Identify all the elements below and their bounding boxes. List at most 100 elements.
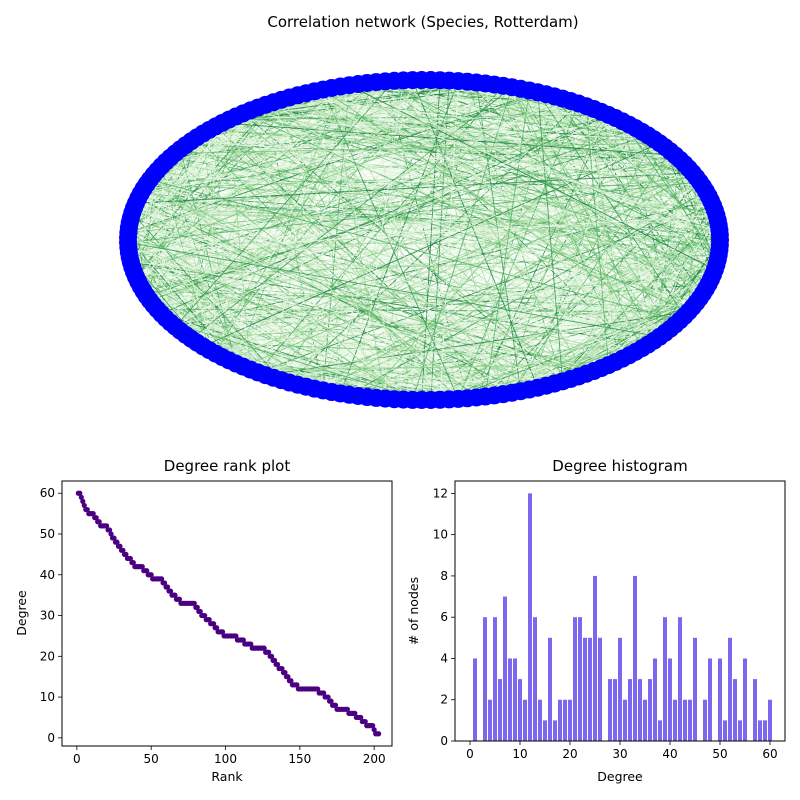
network-edge — [127, 119, 230, 248]
histogram-bar — [623, 699, 627, 741]
rank-plot-point — [117, 543, 123, 549]
network-edge — [520, 88, 655, 341]
network-edge — [412, 315, 685, 401]
histogram-bar — [598, 637, 602, 741]
network-edge — [511, 86, 671, 330]
rank-plot-xtick-label: 0 — [73, 752, 81, 766]
network-edge — [190, 86, 513, 340]
network-edge — [384, 81, 709, 285]
network-edge — [375, 81, 655, 342]
histogram-bar — [533, 617, 537, 741]
rank-plot-point — [93, 515, 99, 521]
network-edge — [484, 108, 595, 397]
network-edge — [128, 119, 230, 253]
network-edge — [384, 80, 395, 399]
histogram-bar — [763, 720, 767, 741]
network-edge — [130, 261, 715, 270]
network-edge — [221, 122, 404, 400]
rank-plot-point — [268, 653, 275, 659]
histogram-bar — [693, 637, 697, 741]
network-edge — [146, 86, 341, 297]
network-edge — [314, 376, 579, 390]
network-edge — [235, 116, 707, 192]
network-edge — [174, 80, 395, 327]
rank-plot-point — [274, 661, 281, 668]
histogram-bar — [673, 699, 677, 741]
rank-plot-point — [370, 723, 376, 729]
rank-plot-point — [80, 498, 86, 504]
network-edge — [314, 210, 716, 390]
network-edge — [170, 135, 649, 323]
histogram-bar — [543, 720, 547, 741]
rank-plot-point — [321, 690, 327, 696]
rank-plot-point — [161, 580, 168, 586]
network-edge — [305, 283, 709, 388]
network-edge — [228, 103, 579, 121]
histogram-bar — [683, 699, 687, 741]
rank-plot-series — [75, 490, 382, 737]
histogram-bar — [578, 617, 582, 741]
rank-plot-point — [139, 564, 145, 570]
network-edge — [185, 79, 423, 336]
histogram-ytick-label: 0 — [440, 734, 448, 748]
network-edge — [185, 306, 693, 336]
network-title: Correlation network (Species, Rotterdam) — [267, 13, 578, 31]
network-edge — [128, 227, 700, 299]
network-edge — [146, 124, 630, 297]
network-edge — [297, 94, 707, 290]
network-edge — [635, 127, 717, 265]
rank-plot-point — [358, 714, 364, 721]
network-edge — [322, 89, 404, 400]
network-edge — [128, 100, 571, 234]
histogram-bar — [658, 720, 662, 741]
network-edge — [562, 195, 709, 382]
network-edge — [228, 359, 538, 389]
network-edge — [228, 359, 504, 395]
network-edge — [297, 83, 486, 385]
network-edge — [127, 237, 595, 372]
network-edge — [545, 93, 721, 236]
rank-plot-point — [176, 596, 183, 602]
rank-plot-point — [111, 535, 117, 541]
histogram-bar — [588, 637, 592, 741]
histogram-bar — [608, 679, 612, 741]
network-edge — [257, 81, 377, 373]
network-edge — [384, 131, 643, 399]
rank-plot-ylabel: Degree — [14, 590, 29, 636]
network-edge — [149, 179, 681, 321]
network-edge — [215, 84, 350, 354]
rank-plot-point — [127, 555, 133, 562]
histogram-title: Degree histogram — [552, 457, 687, 475]
histogram-xtick-label: 60 — [762, 747, 777, 761]
rank-plot-point — [84, 506, 90, 513]
network-edge — [528, 90, 720, 256]
histogram-bar — [733, 679, 737, 741]
histogram-bar — [483, 617, 487, 741]
network-edge — [331, 80, 413, 393]
rank-plot-point — [123, 551, 129, 557]
network-edge — [243, 112, 655, 140]
network-edge — [305, 93, 404, 400]
rank-plot-point — [271, 657, 278, 663]
rank-plot-point — [261, 645, 267, 651]
network-edge — [170, 81, 386, 323]
network-edge — [140, 193, 587, 375]
network-edge — [484, 90, 530, 397]
network-edge — [128, 232, 324, 391]
rank-plot-point — [344, 706, 351, 712]
rank-plot-point — [172, 592, 178, 598]
rank-plot-point — [144, 568, 150, 574]
histogram-bar — [613, 679, 617, 741]
histogram-bar — [688, 699, 692, 741]
network-edge — [196, 79, 423, 343]
rank-plot-point — [285, 674, 291, 680]
network-edge — [128, 227, 413, 401]
network-edge — [127, 242, 660, 338]
rank-plot-point — [315, 686, 321, 692]
network-edge — [235, 146, 666, 364]
histogram-bars — [473, 493, 772, 741]
rank-plot-point — [328, 698, 334, 704]
network-edge — [128, 246, 563, 382]
network-edge — [305, 92, 643, 349]
network-edge — [222, 122, 676, 156]
